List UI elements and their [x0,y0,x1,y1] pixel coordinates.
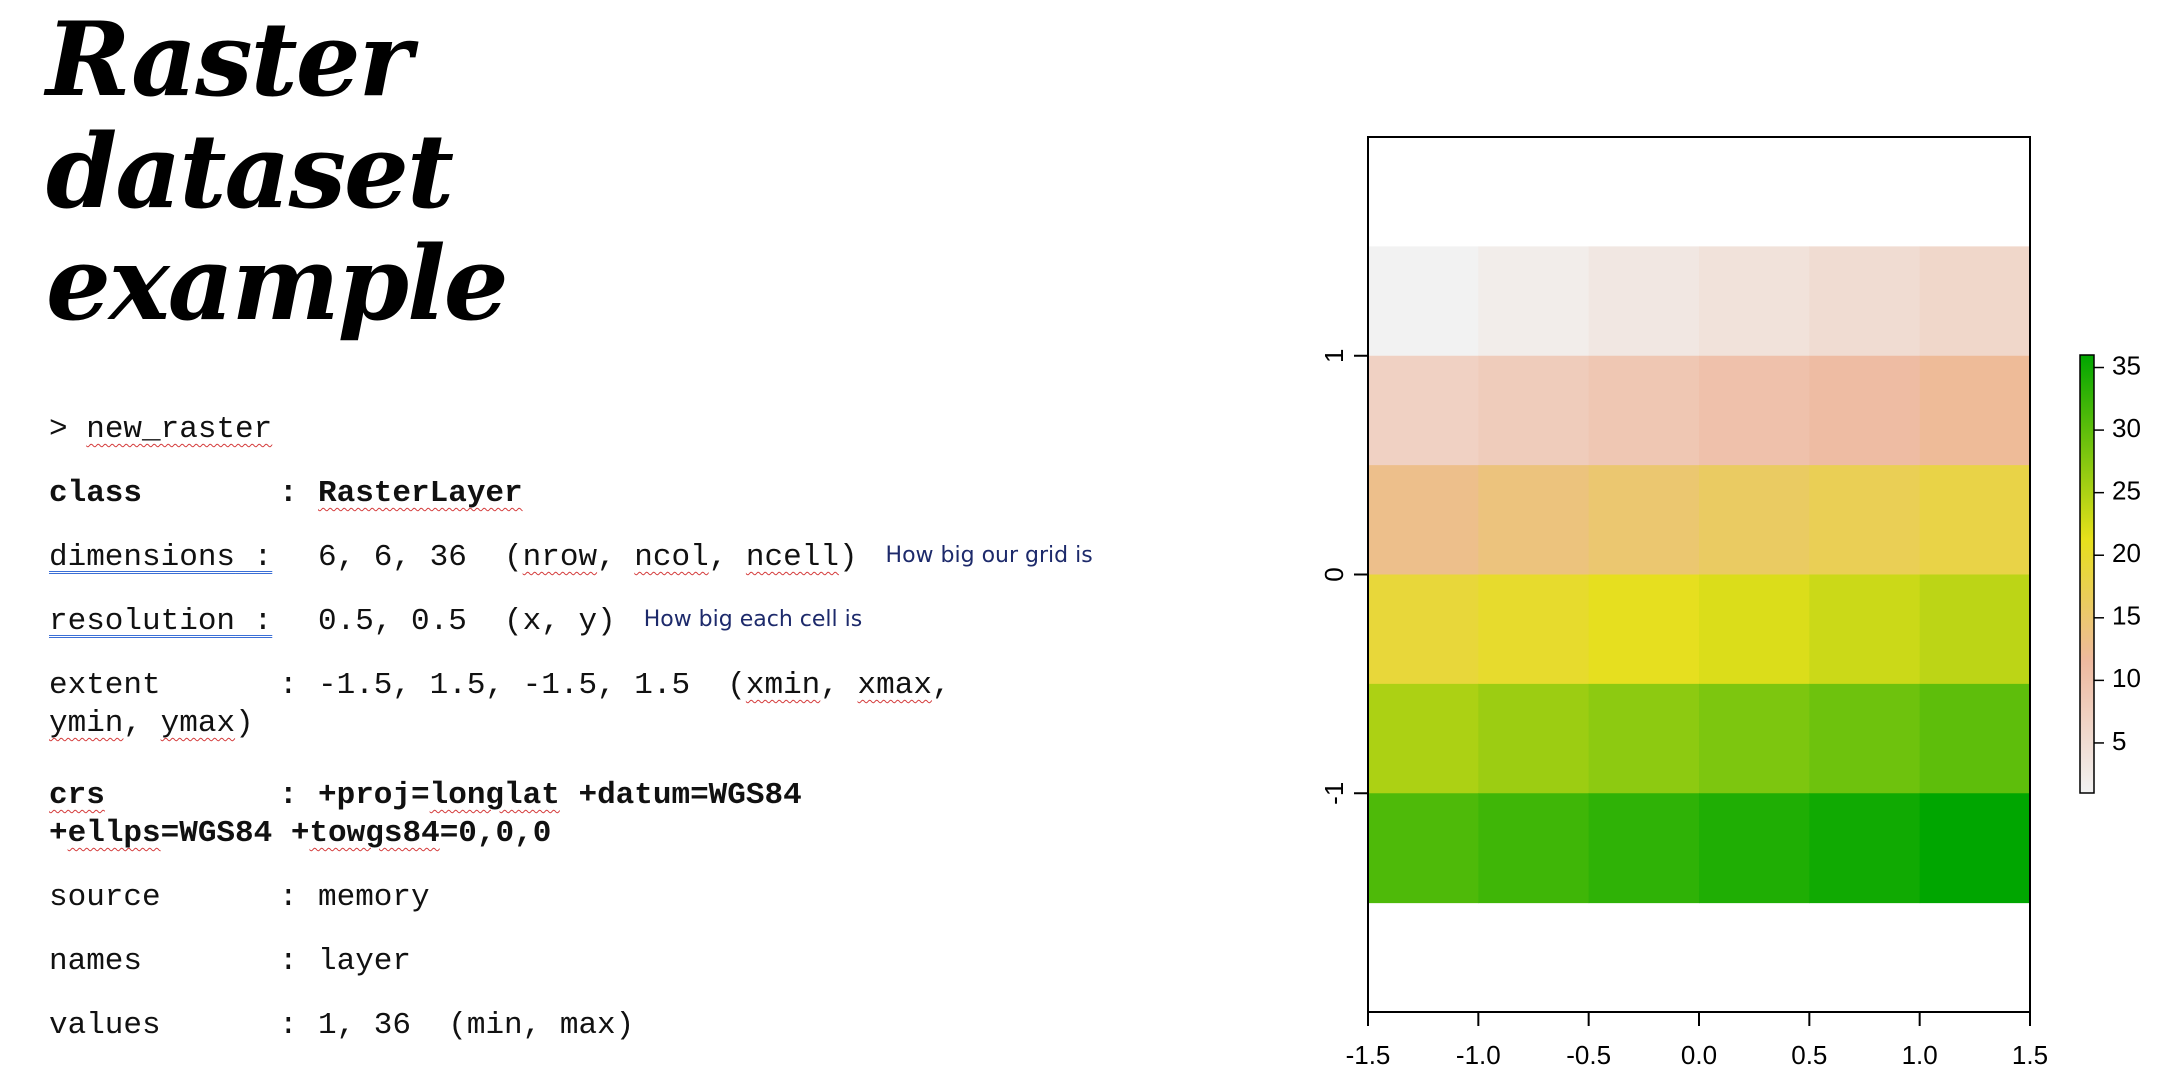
raster-cell [1919,793,2031,904]
values-line: values:1, 36 (min, max) [49,1008,635,1043]
raster-cell [1919,355,2031,466]
x-tick-label: -1.5 [1346,1040,1391,1070]
raster-cell [1368,465,1479,575]
x-tick-label: -0.5 [1566,1040,1611,1070]
source-key: source [49,880,161,915]
raster-cell [1478,793,1590,904]
slide-title: Raster dataset example [46,4,766,340]
raster-cell [1588,683,1700,794]
legend-tick-label: 5 [2112,726,2126,756]
resolution-key: resolution : [49,604,273,639]
raster-cell [1368,574,1479,685]
raster-cell [1368,793,1479,904]
title-line-3: example [46,224,509,344]
names-value: layer [318,944,412,979]
raster-cell [1699,793,1810,904]
raster-cell [1478,465,1590,575]
raster-cell [1699,355,1810,466]
names-line: names: layer [49,944,412,979]
x-tick-label: 0.0 [1681,1040,1717,1070]
x-tick-label: 1.5 [2012,1040,2048,1070]
raster-cell [1588,246,1700,357]
raster-cell [1699,683,1810,794]
raster-cell [1699,465,1810,575]
color-legend: 5 10 15 20 25 30 35 [2079,350,2141,794]
dimensions-key: dimensions : [49,540,273,575]
raster-cells [1368,246,2031,904]
raster-cell [1588,574,1700,685]
legend-tick-label: 15 [2112,601,2141,631]
class-value: RasterLayer [318,476,523,511]
class-key: class [49,476,143,511]
y-tick-label: 0 [1319,567,1349,581]
raster-cell [1809,246,1921,357]
values-key: values [49,1008,161,1043]
raster-cell [1699,574,1810,685]
extent-line: extent: -1.5, 1.5, -1.5, 1.5 (xmin, xmax, [49,668,951,703]
raster-cell [1478,246,1590,357]
class-line: class: RasterLayer [49,476,523,511]
raster-cell [1368,683,1479,794]
dimensions-annotation: How big our grid is [885,543,1093,568]
values-unit: (min, max) [448,1008,635,1043]
extent-key: extent [49,668,161,703]
resolution-line: resolution :0.5, 0.5 (x, y) How big each … [49,604,863,639]
raster-cell [1368,355,1479,466]
y-tick-label: 1 [1319,349,1349,363]
console-command-line: > new_raster [49,412,272,447]
raster-cell [1478,683,1590,794]
raster-cell [1699,246,1810,357]
dimensions-value: 6, 6, 36 [318,540,467,575]
crs-line: crs: +proj=longlat +datum=WGS84 [49,778,802,813]
raster-cell [1809,683,1921,794]
raster-cell [1478,355,1590,466]
legend-colorbar [2079,354,2095,794]
raster-cell [1809,465,1921,575]
title-line-2: dataset [46,112,454,232]
y-tick-label: -1 [1319,782,1349,805]
raster-cell [1809,355,1921,466]
console-prompt: > [49,412,68,447]
extent-line-cont: ymin, ymax) [49,706,254,741]
raster-cell [1809,793,1921,904]
console-command: new_raster [86,412,273,447]
raster-cell [1919,246,2031,357]
legend-ticks: 5 10 15 20 25 30 35 [2094,350,2141,756]
legend-tick-label: 30 [2112,413,2141,443]
values-value: 1, 36 [318,1008,412,1043]
raster-cell [1919,574,2031,685]
x-axis: -1.5 -1.0 -0.5 0.0 0.5 1.0 1.5 [1346,1011,2048,1070]
legend-tick-label: 10 [2112,663,2141,693]
source-line: source: memory [49,880,430,915]
raster-cell [1919,683,2031,794]
crs-key: crs [49,778,105,813]
raster-cell [1478,574,1590,685]
x-tick-label: 0.5 [1791,1040,1827,1070]
crs-line-cont: +ellps=WGS84 +towgs84=0,0,0 [49,816,552,851]
names-key: names [49,944,143,979]
raster-cell [1588,793,1700,904]
resolution-value: 0.5, 0.5 [318,604,467,639]
source-value: memory [318,880,430,915]
raster-cell [1588,465,1700,575]
raster-cell [1368,246,1479,357]
legend-tick-label: 25 [2112,476,2141,506]
legend-tick-label: 20 [2112,538,2141,568]
x-tick-label: -1.0 [1456,1040,1501,1070]
legend-tick-label: 35 [2112,350,2141,380]
raster-cell [1919,465,2031,575]
x-tick-label: 1.0 [1902,1040,1938,1070]
extent-value: -1.5, 1.5, -1.5, 1.5 [318,668,691,703]
y-axis: -1 0 1 [1319,349,1369,805]
raster-cell [1588,355,1700,466]
dimensions-line: dimensions :6, 6, 36 (nrow, ncol, ncell)… [49,540,1093,575]
raster-cell [1809,574,1921,685]
title-line-1: Raster [46,0,412,120]
resolution-annotation: How big each cell is [643,607,863,632]
